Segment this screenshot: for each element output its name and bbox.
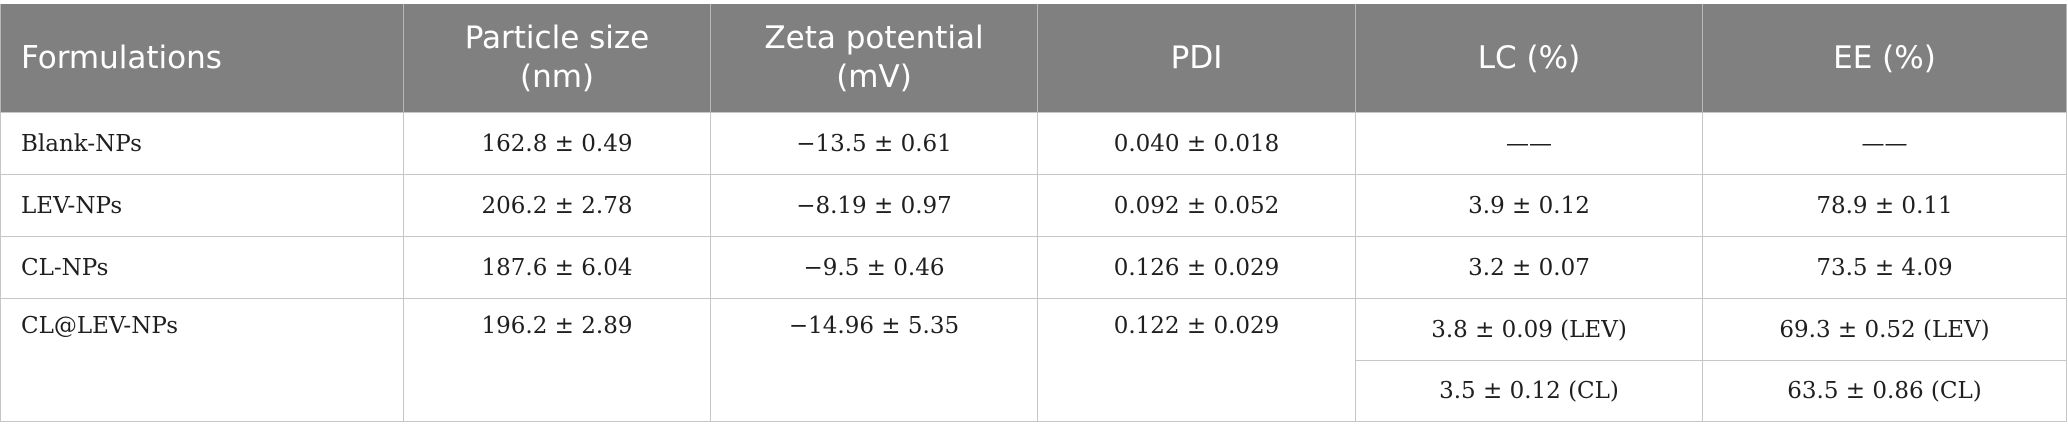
cell-lc: —— — [1355, 112, 1703, 175]
header-particle-size: Particle size (nm) — [403, 4, 711, 113]
table-row: CL@LEV-NPs 196.2 ± 2.89 −14.96 ± 5.35 0.… — [0, 298, 2067, 422]
cell-pdi: 0.092 ± 0.052 — [1037, 174, 1356, 237]
cell-ee: 73.5 ± 4.09 — [1702, 236, 2067, 299]
table-row: LEV-NPs 206.2 ± 2.78 −8.19 ± 0.97 0.092 … — [0, 174, 2067, 237]
cell-pdi: 0.040 ± 0.018 — [1037, 112, 1356, 175]
table-row: CL-NPs 187.6 ± 6.04 −9.5 ± 0.46 0.126 ± … — [0, 236, 2067, 299]
cell-particle-size: 187.6 ± 6.04 — [403, 236, 711, 299]
header-formulations-label: Formulations — [21, 39, 222, 76]
header-pdi: PDI — [1037, 4, 1356, 113]
header-zeta-potential-line1: Zeta potential — [764, 20, 984, 56]
cell-lc-cl: 3.5 ± 0.12 (CL) — [1355, 360, 1703, 422]
cell-formulation: LEV-NPs — [0, 174, 404, 237]
cell-ee-cl: 63.5 ± 0.86 (CL) — [1702, 360, 2067, 422]
table-row: Blank-NPs 162.8 ± 0.49 −13.5 ± 0.61 0.04… — [0, 112, 2067, 175]
cell-zeta-potential: −8.19 ± 0.97 — [710, 174, 1038, 237]
header-pdi-label: PDI — [1170, 39, 1223, 76]
cell-particle-size: 162.8 ± 0.49 — [403, 112, 711, 175]
header-particle-size-line1: Particle size — [464, 20, 650, 56]
table-subrow: 3.5 ± 0.12 (CL) 63.5 ± 0.86 (CL) — [1, 360, 2067, 422]
cell-formulation: Blank-NPs — [0, 112, 404, 175]
header-lc-label: LC (%) — [1477, 39, 1581, 76]
cell-pdi: 0.122 ± 0.029 — [1037, 298, 1356, 422]
header-formulations: Formulations — [0, 4, 404, 113]
header-ee: EE (%) — [1702, 4, 2067, 113]
cell-formulation: CL@LEV-NPs — [0, 298, 404, 422]
table-body: Blank-NPs 162.8 ± 0.49 −13.5 ± 0.61 0.04… — [0, 112, 2067, 422]
cell-zeta-potential: −14.96 ± 5.35 — [710, 298, 1038, 422]
header-lc: LC (%) — [1355, 4, 1703, 113]
header-ee-label: EE (%) — [1833, 39, 1936, 76]
cell-ee: 78.9 ± 0.11 — [1702, 174, 2067, 237]
cell-ee: —— — [1702, 112, 2067, 175]
cell-lc: 3.2 ± 0.07 — [1355, 236, 1703, 299]
cell-formulation: CL-NPs — [0, 236, 404, 299]
header-zeta-potential: Zeta potential (mV) — [710, 4, 1038, 113]
header-zeta-potential-line2: (mV) — [836, 59, 912, 95]
cell-particle-size: 196.2 ± 2.89 — [403, 298, 711, 422]
cell-lc-lev: 3.8 ± 0.09 (LEV) — [1355, 298, 1703, 361]
cell-zeta-potential: −9.5 ± 0.46 — [710, 236, 1038, 299]
table-header: Formulations Particle size (nm) Zeta pot… — [0, 4, 2067, 113]
cell-particle-size: 206.2 ± 2.78 — [403, 174, 711, 237]
formulation-properties-table: Formulations Particle size (nm) Zeta pot… — [0, 4, 2067, 422]
cell-pdi: 0.126 ± 0.029 — [1037, 236, 1356, 299]
cell-zeta-potential: −13.5 ± 0.61 — [710, 112, 1038, 175]
header-row: Formulations Particle size (nm) Zeta pot… — [0, 4, 2067, 113]
header-particle-size-line2: (nm) — [519, 59, 595, 95]
cell-lc: 3.9 ± 0.12 — [1355, 174, 1703, 237]
cell-ee-lev: 69.3 ± 0.52 (LEV) — [1702, 298, 2067, 361]
